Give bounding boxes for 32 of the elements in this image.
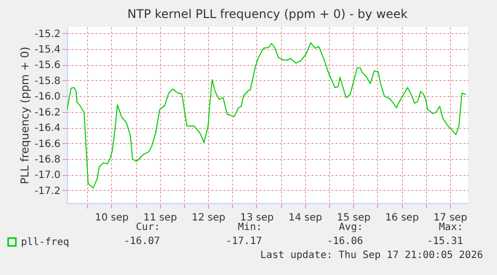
x-tick-label: 13 sep: [240, 212, 274, 224]
y-tick-label: -15.6: [34, 60, 60, 72]
legend-label: pll-freq: [21, 237, 70, 248]
y-tick-label: -16.2: [34, 107, 60, 118]
x-tick-label: 14 sep: [288, 212, 322, 224]
y-tick-label: -15.8: [34, 76, 60, 87]
text: Last update: Thu Sep 17 21:00:05 2026: [260, 250, 483, 261]
x-tick-label: 17 sep: [434, 212, 468, 224]
y-tick-label: -15.2: [34, 28, 60, 40]
text: Max:: [438, 222, 463, 233]
chart-title: NTP kernel PLL frequency (ppm + 0) - by week: [127, 7, 408, 21]
y-tick-label: -16.4: [34, 123, 60, 134]
y-tick-label: -16.0: [34, 92, 60, 103]
text: Cur:: [136, 222, 160, 233]
text: -16.07: [124, 236, 160, 247]
x-tick-label: 15 sep: [336, 212, 370, 224]
y-tick-label: -17.2: [34, 186, 60, 197]
y-tick-label: -17.0: [34, 170, 60, 182]
y-axis-title: PLL frequency (ppm + 0): [18, 46, 32, 184]
text: -16.06: [326, 236, 363, 247]
y-tick-label: -16.8: [34, 154, 60, 166]
text: Min:: [238, 222, 262, 233]
x-tick-label: 10 sep: [95, 212, 129, 224]
x-tick-label: 16 sep: [385, 212, 419, 224]
text: Avg:: [338, 222, 363, 233]
x-tick-label: 11 sep: [143, 212, 178, 224]
y-tick-label: -16.6: [34, 138, 60, 150]
x-tick-label: 12 sep: [192, 212, 226, 224]
text: -17.17: [226, 236, 262, 247]
line-series: [67, 42, 466, 189]
text: -15.31: [426, 236, 463, 247]
y-tick-label: -15.4: [34, 44, 60, 56]
